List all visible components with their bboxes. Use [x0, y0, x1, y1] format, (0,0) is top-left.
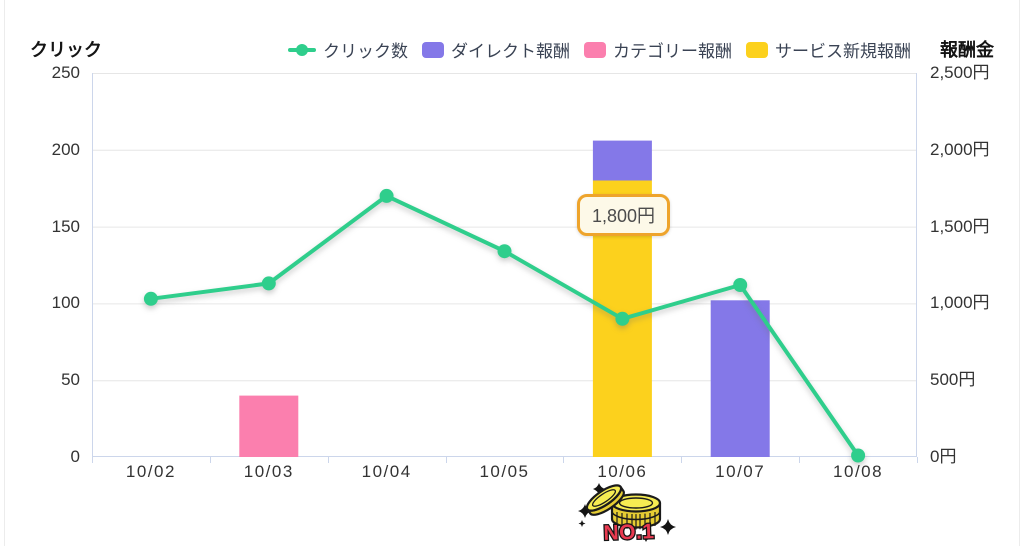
click-count-point-10/06[interactable]	[615, 311, 630, 326]
right-axis-tick-1,500円: 1,500円	[930, 216, 990, 236]
legend-item-direct-reward[interactable]: ダイレクト報酬	[422, 37, 570, 62]
left-axis-title: クリック	[30, 40, 102, 60]
left-axis-tick-50: 50	[61, 370, 80, 390]
x-axis-label-10/03: 10/03	[243, 462, 294, 481]
tooltip: 1,800円	[577, 194, 671, 236]
x-axis-label-10/08: 10/08	[833, 462, 884, 481]
sparkle-icons	[578, 483, 676, 542]
right-axis-title: 報酬金	[940, 40, 994, 60]
right-axis-tick-500円: 500円	[930, 370, 976, 390]
card-left-border	[4, 0, 5, 546]
legend-label-clicks: クリック数	[323, 42, 408, 61]
click-count-point-10/08[interactable]	[851, 448, 866, 463]
purple-swatch-icon	[422, 41, 444, 58]
legend-item-service-new-reward[interactable]: サービス新規報酬	[746, 37, 911, 62]
left-axis-tick-100: 100	[51, 293, 80, 313]
legend-label-direct-reward: ダイレクト報酬	[451, 42, 570, 61]
tooltip-value: 1,800円	[592, 206, 656, 226]
click-count-point-10/03[interactable]	[261, 276, 276, 291]
right-axis-tick-2,500円: 2,500円	[930, 63, 990, 82]
line-series-icon	[288, 43, 316, 57]
click-count-point-10/04[interactable]	[379, 188, 394, 203]
chart-legend: クリック数 ダイレクト報酬 カテゴリー報酬 サービス新規報酬	[288, 37, 911, 62]
click-count-point-10/07[interactable]	[733, 278, 748, 292]
chart-plot-area[interactable]	[92, 73, 918, 463]
right-axis-tick-1,000円: 1,000円	[930, 293, 990, 313]
right-axis-tick-0円: 0円	[930, 447, 957, 466]
x-axis-label-10/07: 10/07	[715, 462, 766, 481]
x-axis-label-10/04: 10/04	[361, 462, 412, 481]
bar-ダイレクト報酬-10/06[interactable]	[592, 140, 652, 181]
yellow-swatch-icon	[746, 41, 768, 58]
bar-ダイレクト報酬-10/07[interactable]	[710, 300, 770, 457]
left-axis-tick-200: 200	[51, 139, 80, 159]
x-axis-label-10/02: 10/02	[125, 462, 176, 481]
right-axis-tick-2,000円: 2,000円	[930, 139, 990, 159]
left-axis-tick-250: 250	[51, 63, 80, 82]
click-count-point-10/05[interactable]	[497, 244, 512, 259]
legend-item-clicks[interactable]: クリック数	[288, 37, 408, 62]
bar-カテゴリー報酬-10/03[interactable]	[239, 395, 299, 457]
card-right-border	[1019, 0, 1020, 546]
click-count-series	[143, 188, 866, 463]
legend-item-category-reward[interactable]: カテゴリー報酬	[584, 37, 732, 62]
x-axis-label-10/06: 10/06	[597, 462, 648, 481]
coin-stack-ridges	[616, 512, 656, 530]
leaning-coin-icon	[585, 484, 625, 516]
legend-label-category-reward: カテゴリー報酬	[613, 42, 732, 61]
x-axis-label-10/05: 10/05	[479, 462, 530, 481]
left-axis-tick-150: 150	[51, 216, 80, 236]
pink-swatch-icon	[584, 41, 606, 58]
left-axis-tick-0: 0	[70, 447, 80, 466]
legend-label-service-new-reward: サービス新規報酬	[775, 42, 911, 61]
no1-text: NO.1	[603, 520, 655, 545]
no1-coins-badge: NO.1	[578, 483, 676, 545]
click-count-point-10/02[interactable]	[143, 291, 158, 306]
